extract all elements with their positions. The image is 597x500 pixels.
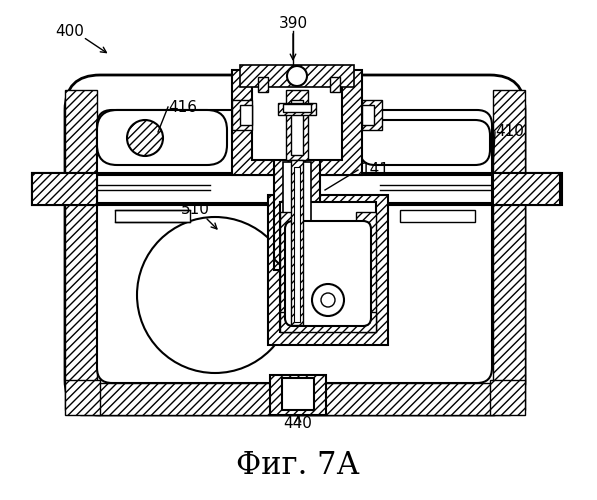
Circle shape bbox=[312, 284, 344, 316]
Circle shape bbox=[127, 120, 163, 156]
Bar bbox=[286, 90, 308, 160]
Bar bbox=[252, 78, 342, 160]
Bar bbox=[80, 383, 510, 415]
Bar bbox=[274, 155, 320, 270]
Bar bbox=[493, 90, 525, 410]
Bar bbox=[232, 70, 362, 175]
Text: 510: 510 bbox=[180, 202, 210, 218]
Circle shape bbox=[287, 66, 307, 86]
Bar bbox=[258, 77, 268, 92]
Bar bbox=[362, 105, 374, 125]
Bar bbox=[115, 210, 190, 222]
Text: 410: 410 bbox=[495, 124, 524, 140]
Bar bbox=[65, 90, 97, 410]
Bar bbox=[232, 100, 252, 130]
Bar bbox=[330, 77, 340, 92]
Bar bbox=[490, 380, 525, 415]
FancyBboxPatch shape bbox=[360, 120, 490, 165]
Bar bbox=[291, 160, 303, 325]
Bar bbox=[240, 105, 252, 125]
Bar bbox=[270, 375, 326, 415]
FancyBboxPatch shape bbox=[285, 221, 371, 326]
Text: 141: 141 bbox=[360, 162, 389, 178]
Bar bbox=[278, 103, 316, 115]
FancyBboxPatch shape bbox=[97, 110, 227, 165]
Bar bbox=[280, 212, 300, 332]
FancyBboxPatch shape bbox=[97, 110, 492, 383]
Bar bbox=[294, 167, 300, 322]
Bar bbox=[493, 173, 560, 205]
Text: Фиг. 7А: Фиг. 7А bbox=[236, 450, 360, 480]
Bar bbox=[97, 175, 492, 203]
Bar bbox=[283, 104, 311, 112]
Circle shape bbox=[137, 217, 293, 373]
Bar bbox=[362, 100, 382, 130]
Bar bbox=[282, 378, 314, 410]
Circle shape bbox=[321, 293, 335, 307]
Bar bbox=[268, 195, 388, 345]
Bar bbox=[32, 173, 97, 205]
Bar bbox=[400, 210, 475, 222]
Bar bbox=[291, 100, 303, 155]
Bar bbox=[280, 202, 376, 332]
Text: 400: 400 bbox=[55, 24, 84, 40]
Bar bbox=[240, 65, 354, 87]
Polygon shape bbox=[275, 155, 319, 270]
FancyBboxPatch shape bbox=[65, 75, 525, 415]
Bar bbox=[32, 173, 562, 205]
Bar bbox=[283, 162, 311, 262]
Text: 440: 440 bbox=[284, 416, 312, 432]
Text: 416: 416 bbox=[168, 100, 197, 114]
Text: 390: 390 bbox=[278, 16, 307, 30]
Bar bbox=[65, 380, 100, 415]
Bar bbox=[356, 212, 376, 332]
Bar bbox=[280, 312, 376, 332]
